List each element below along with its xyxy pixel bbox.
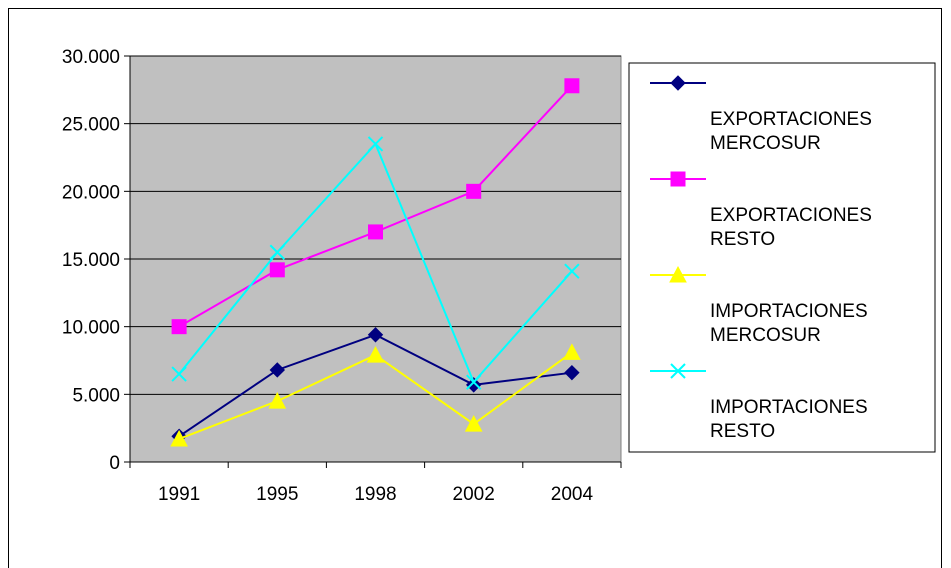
legend-marker: [670, 363, 686, 379]
data-point: [366, 346, 385, 363]
data-point: [367, 327, 384, 343]
data-point: [268, 392, 287, 409]
legend-marker: [670, 75, 686, 91]
legend-entry: IMPORTACIONES MERCOSUR: [650, 265, 868, 346]
data-point: [564, 78, 580, 94]
x-tick-label: 1998: [354, 484, 396, 505]
line-chart: 0 5.000 10.000 15.000 20.000 25.000 30.000 1991…: [62, 47, 936, 505]
x-tick-label: 2002: [453, 484, 495, 505]
y-tick-label: 5.000: [72, 385, 120, 406]
y-tick-label: 25.000: [62, 115, 120, 136]
data-point: [465, 374, 482, 390]
legend-label: IMPORTACIONES: [710, 397, 868, 418]
data-point: [466, 183, 482, 199]
data-point: [170, 429, 188, 447]
x-tick-label: 2004: [551, 484, 594, 505]
data-point: [465, 377, 482, 393]
legend-entry: IMPORTACIONES RESTO: [650, 363, 868, 442]
data-point: [564, 263, 580, 279]
y-tick-label: 20.000: [62, 182, 120, 203]
data-point: [563, 343, 581, 360]
legend-entry: EXPORTACIONES RESTO: [650, 171, 872, 250]
data-point: [464, 415, 483, 432]
legend-entry: EXPORTACIONES MERCOSUR: [650, 75, 872, 154]
data-point: [368, 224, 383, 240]
legend-label: IMPORTACIONES: [710, 301, 868, 322]
data-point: [367, 136, 384, 152]
y-tick-label: 15.000: [62, 250, 120, 271]
y-tick-label: 0: [109, 453, 120, 474]
legend-label: EXPORTACIONES: [710, 109, 872, 130]
data-point: [269, 244, 286, 260]
legend-label: RESTO: [710, 229, 775, 250]
legend-label: MERCOSUR: [710, 325, 821, 346]
legend-marker: [669, 265, 687, 283]
x-tick-label: 1991: [158, 484, 200, 505]
x-tick-label: 1995: [256, 484, 298, 505]
data-point: [269, 362, 286, 378]
data-point: [269, 262, 285, 278]
data-point: [171, 366, 187, 382]
data-point: [564, 364, 580, 381]
legend-marker: [670, 171, 686, 187]
y-tick-label: 10.000: [62, 318, 120, 339]
data-point: [171, 319, 187, 335]
legend-box: [628, 62, 936, 453]
y-tick-label: 30.000: [62, 47, 120, 68]
legend-label: MERCOSUR: [710, 133, 821, 154]
legend-label: EXPORTACIONES: [710, 205, 872, 226]
legend-label: RESTO: [710, 421, 775, 442]
